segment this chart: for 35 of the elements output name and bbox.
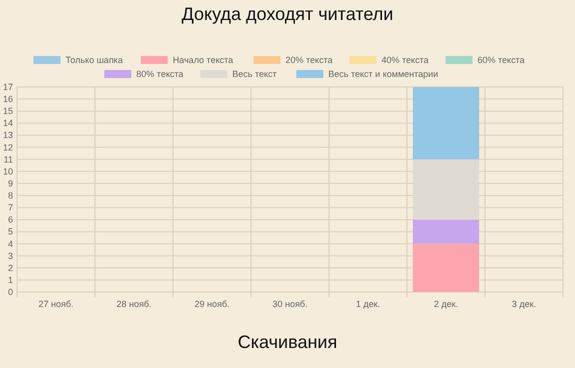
y-tick-label: 17 [2,82,13,92]
chart-title: Докуда доходят читатели [182,4,394,24]
y-tick-label: 5 [8,226,13,237]
legend-label: 40% текста [382,55,429,65]
y-tick-label: 10 [2,166,13,176]
y-tick-label: 2 [8,262,13,273]
y-tick-label: 6 [8,214,13,225]
legend-label: Весь текст и комментарии [328,69,438,79]
legend-label: 20% текста [286,55,333,65]
y-tick-label: 8 [8,190,13,201]
legend-label: 80% текста [136,69,184,79]
y-tick-label: 12 [2,142,13,152]
y-tick-label: 11 [4,154,13,164]
x-tick-label: 28 нояб. [116,299,152,309]
x-tick-label: 1 дек. [356,299,380,309]
y-tick-label: 3 [8,250,13,261]
y-tick-label: 15 [2,106,13,116]
y-tick-label: 14 [2,118,13,128]
x-axis-title: Скачивания [238,332,338,352]
legend-label: Весь текст [232,69,277,79]
y-tick-label: 0 [8,287,13,297]
legend-label: 60% текста [478,55,525,65]
legend-label: Только шапка [66,55,123,65]
y-tick-label: 1 [8,274,13,285]
y-tick-label: 16 [2,94,13,104]
x-tick-label: 29 нояб. [194,299,230,309]
y-tick-label: 7 [8,202,13,213]
x-tick-label: 27 нояб. [38,299,74,309]
x-tick-label: 2 дек. [434,299,458,309]
legend-label: Начало текста [172,55,234,65]
y-tick-label: 9 [8,178,13,188]
y-tick-label: 4 [8,238,13,249]
x-tick-label: 3 дек. [512,299,536,309]
x-tick-label: 30 нояб. [272,299,308,309]
y-tick-label: 13 [2,130,13,140]
